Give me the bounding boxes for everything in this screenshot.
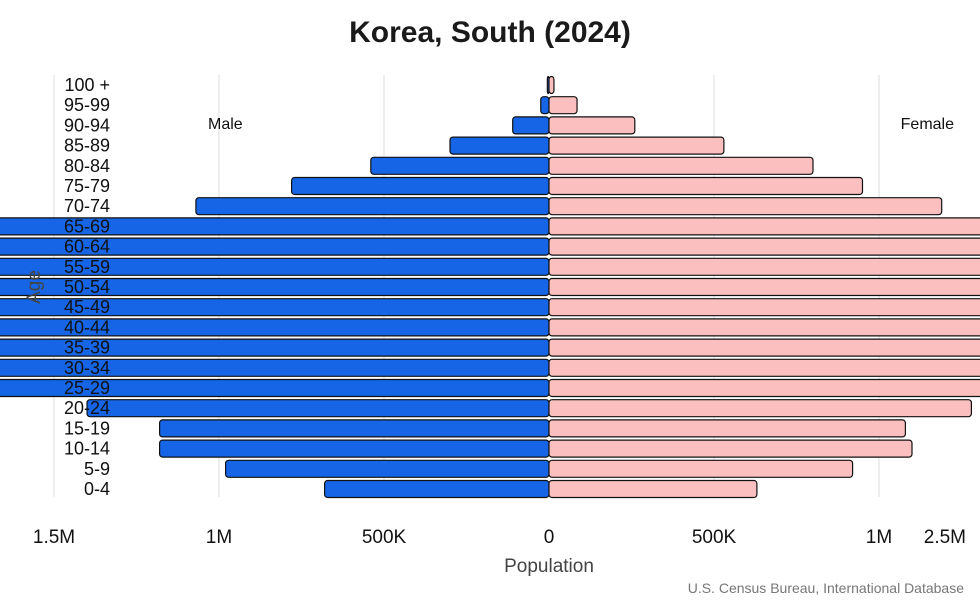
female-bar-85-89 xyxy=(548,136,725,155)
age-label: 35-39 xyxy=(64,338,110,358)
female-bar-100plus xyxy=(548,75,555,95)
male-bar-10-14 xyxy=(159,439,550,458)
age-label: 15-19 xyxy=(64,418,110,438)
age-label: 25-29 xyxy=(64,378,110,398)
female-bar-95-99 xyxy=(548,96,578,115)
female-bar-25-29 xyxy=(548,378,980,398)
age-label: 50-54 xyxy=(64,277,110,297)
source-note: U.S. Census Bureau, International Databa… xyxy=(688,580,964,596)
age-label: 80-84 xyxy=(64,156,110,176)
female-bar-10-14 xyxy=(548,439,913,458)
x-tick-label: 1M xyxy=(206,527,232,548)
female-bar-80-84 xyxy=(548,156,814,175)
age-label: 85-89 xyxy=(64,136,110,156)
x-tick-labels: 2.5M2M1.5M1M500K0500K1M1.5M2M2.5M xyxy=(33,527,966,548)
x-tick-label: 1.5M xyxy=(33,527,75,548)
age-label: 60-64 xyxy=(64,237,110,257)
age-label: 65-69 xyxy=(64,216,110,236)
female-bar-50-54 xyxy=(548,277,980,297)
age-label: 90-94 xyxy=(64,115,110,135)
age-label: 5-9 xyxy=(84,459,110,479)
male-bar-80-84 xyxy=(370,156,550,175)
x-tick-label: 500K xyxy=(362,527,407,548)
female-bar-15-19 xyxy=(548,419,906,438)
female-bar-30-34 xyxy=(548,358,980,377)
age-label: 70-74 xyxy=(64,196,110,216)
bars xyxy=(0,75,980,499)
male-bar-5-9 xyxy=(225,459,550,478)
male-bar-20-24 xyxy=(86,399,550,418)
age-label: 55-59 xyxy=(64,257,110,277)
female-bar-65-69 xyxy=(548,217,980,236)
male-bar-95-99 xyxy=(540,96,550,115)
female-bar-70-74 xyxy=(548,197,943,216)
y-axis-title: Age xyxy=(24,270,45,304)
age-label: 30-34 xyxy=(64,358,110,378)
female-bar-40-44 xyxy=(548,318,980,337)
x-tick-label: 0 xyxy=(544,527,555,548)
female-bar-20-24 xyxy=(548,399,972,418)
age-label: 20-24 xyxy=(64,398,110,418)
male-bar-75-79 xyxy=(291,176,550,196)
female-bar-45-49 xyxy=(548,298,980,317)
x-tick-label: 500K xyxy=(692,527,737,548)
age-group-labels: 100 +95-9990-9485-8980-8475-7970-7465-69… xyxy=(64,75,110,499)
male-bar-85-89 xyxy=(449,136,550,155)
legend-male: Male xyxy=(208,116,243,133)
male-bar-70-74 xyxy=(195,197,550,216)
male-bar-15-19 xyxy=(159,419,550,438)
age-label: 75-79 xyxy=(64,176,110,196)
age-label: 40-44 xyxy=(64,317,110,337)
legend-female: Female xyxy=(901,116,954,133)
male-bar-90-94 xyxy=(512,116,550,135)
age-label: 10-14 xyxy=(64,439,110,459)
female-bar-60-64 xyxy=(548,237,980,256)
chart-title: Korea, South (2024) xyxy=(349,16,631,49)
female-bar-55-59 xyxy=(548,257,980,276)
age-label: 100 + xyxy=(64,75,110,95)
age-label: 0-4 xyxy=(84,479,110,499)
female-bar-35-39 xyxy=(548,338,980,357)
male-bar-0-4 xyxy=(324,479,550,499)
x-axis-title: Population xyxy=(504,556,594,577)
female-bar-90-94 xyxy=(548,116,636,135)
x-tick-label: 2.5M xyxy=(924,527,966,548)
x-tick-label: 1M xyxy=(866,527,892,548)
age-label: 45-49 xyxy=(64,297,110,317)
age-label: 95-99 xyxy=(64,95,110,115)
female-bar-75-79 xyxy=(548,176,864,196)
female-bar-5-9 xyxy=(548,459,854,478)
female-bar-0-4 xyxy=(548,479,758,499)
